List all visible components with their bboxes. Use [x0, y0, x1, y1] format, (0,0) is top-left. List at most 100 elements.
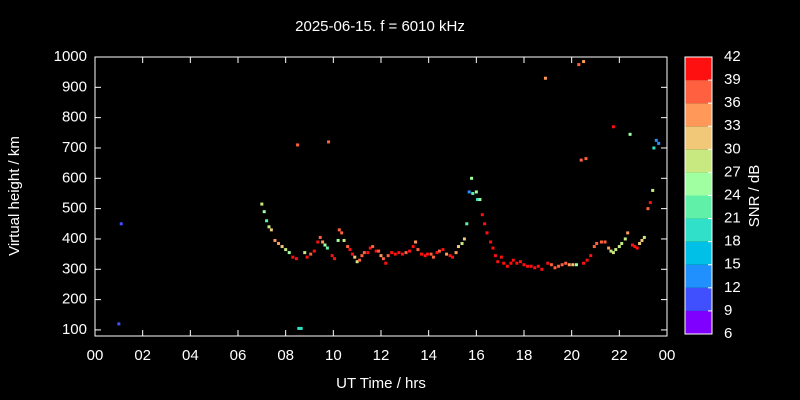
- data-point: [577, 63, 581, 67]
- data-point: [429, 252, 433, 256]
- data-point: [511, 258, 515, 262]
- data-point: [297, 326, 301, 330]
- data-point: [360, 254, 364, 258]
- x-tick-label: 02: [134, 347, 151, 364]
- data-point: [277, 242, 281, 246]
- data-point: [549, 263, 553, 267]
- data-point: [546, 261, 550, 265]
- data-point: [358, 258, 362, 262]
- y-tick-label: 300: [62, 260, 87, 277]
- data-point: [414, 240, 418, 244]
- colorbar-tick-label: 9: [724, 302, 732, 319]
- data-point: [379, 254, 383, 258]
- data-point: [465, 222, 469, 226]
- data-point: [485, 231, 489, 235]
- data-point: [262, 210, 266, 214]
- data-point: [269, 228, 273, 232]
- data-point: [303, 251, 307, 255]
- data-point: [318, 235, 322, 239]
- data-point: [595, 242, 599, 246]
- data-point: [294, 257, 298, 261]
- data-point: [416, 248, 420, 252]
- y-tick-label: 100: [62, 321, 87, 338]
- data-point: [342, 238, 346, 242]
- chart-title: 2025-06-15. f = 6010 kHz: [295, 18, 465, 35]
- data-point: [299, 326, 303, 330]
- x-tick-label: 10: [325, 347, 342, 364]
- data-point: [628, 132, 632, 136]
- data-point: [652, 146, 656, 150]
- x-tick-label: 04: [182, 347, 199, 364]
- colorbar-tick-label: 39: [724, 71, 741, 88]
- colorbar-tick-label: 33: [724, 117, 741, 134]
- data-point: [386, 254, 390, 258]
- data-point: [574, 263, 578, 267]
- data-point: [564, 261, 568, 265]
- data-point: [589, 254, 593, 258]
- colorbar-band: [685, 310, 712, 334]
- data-point: [287, 251, 291, 255]
- data-point: [273, 238, 277, 242]
- colorbar-tick-label: 15: [724, 256, 741, 273]
- data-point: [337, 228, 341, 232]
- data-point: [451, 255, 454, 259]
- data-point: [646, 207, 650, 211]
- data-point: [579, 158, 583, 162]
- data-point: [371, 245, 375, 249]
- colorbar-band: [685, 287, 712, 311]
- data-point: [640, 238, 644, 242]
- data-point: [617, 245, 621, 249]
- data-point: [633, 245, 637, 249]
- data-point: [553, 266, 557, 270]
- data-point: [425, 252, 429, 256]
- y-tick-label: 500: [62, 200, 87, 217]
- data-point: [599, 240, 603, 244]
- colorbar-tick-label: 24: [724, 186, 741, 203]
- colorbar-band: [685, 218, 712, 242]
- colorbar-band: [685, 57, 712, 81]
- data-point: [509, 261, 513, 265]
- data-point: [355, 260, 359, 264]
- data-point: [611, 251, 615, 255]
- data-point: [117, 322, 121, 326]
- x-tick-label: 18: [516, 347, 533, 364]
- data-point: [460, 242, 464, 246]
- y-tick-label: 1000: [54, 48, 87, 65]
- data-point: [366, 251, 370, 255]
- data-point: [265, 219, 269, 223]
- data-point: [408, 249, 412, 253]
- data-point: [467, 190, 471, 194]
- data-point: [585, 258, 589, 262]
- data-point: [620, 242, 624, 246]
- data-point: [607, 246, 611, 250]
- data-point: [471, 191, 475, 195]
- x-axis-label: UT Time / hrs: [336, 375, 426, 392]
- y-tick-label: 400: [62, 230, 87, 247]
- data-point: [333, 257, 337, 261]
- colorbar-label: SNR / dB: [746, 165, 763, 228]
- data-point: [404, 251, 408, 255]
- data-point: [478, 198, 482, 202]
- data-point: [280, 245, 284, 249]
- data-point: [323, 243, 327, 247]
- data-point: [642, 235, 646, 239]
- y-tick-label: 900: [62, 78, 87, 95]
- data-point: [571, 263, 575, 267]
- data-point: [296, 143, 300, 147]
- data-point: [493, 254, 497, 258]
- data-point: [456, 245, 460, 249]
- data-point: [638, 242, 642, 246]
- colorbar-tick-label: 12: [724, 279, 741, 296]
- colorbar-tick-label: 42: [724, 48, 741, 65]
- data-point: [657, 141, 661, 145]
- data-point: [536, 264, 540, 268]
- data-point: [393, 252, 397, 256]
- colorbar-band: [685, 149, 712, 173]
- colorbar-band: [685, 195, 712, 219]
- data-point: [441, 248, 445, 252]
- y-tick-label: 200: [62, 291, 87, 308]
- data-point: [654, 138, 658, 142]
- x-tick-label: 06: [230, 347, 247, 364]
- data-point: [609, 249, 613, 253]
- data-point: [119, 222, 123, 226]
